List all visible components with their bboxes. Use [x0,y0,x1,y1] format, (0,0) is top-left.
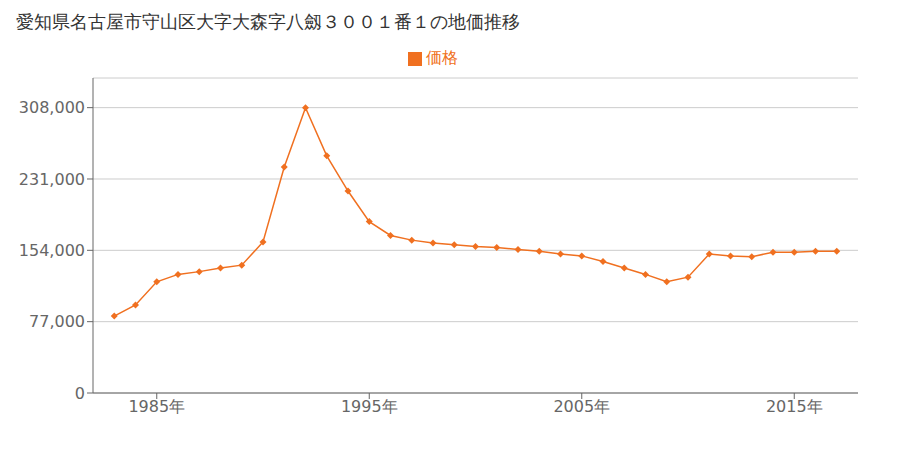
svg-text:0: 0 [75,384,85,403]
svg-text:308,000: 308,000 [19,98,85,117]
svg-text:1995年: 1995年 [341,397,398,416]
html-text:価格: 価格 [426,48,458,67]
html-text:愛知県名古屋市守山区大字大森字八劔３００１番１の地価推移: 愛知県名古屋市守山区大字大森字八劔３００１番１の地価推移 [16,11,520,32]
svg-text:231,000: 231,000 [19,170,85,189]
svg-text:154,000: 154,000 [19,241,85,260]
svg-text:77,000: 77,000 [29,312,85,331]
svg-text:2005年: 2005年 [553,397,610,416]
svg-text:1985年: 1985年 [128,397,185,416]
svg-text:2015年: 2015年 [766,397,823,416]
